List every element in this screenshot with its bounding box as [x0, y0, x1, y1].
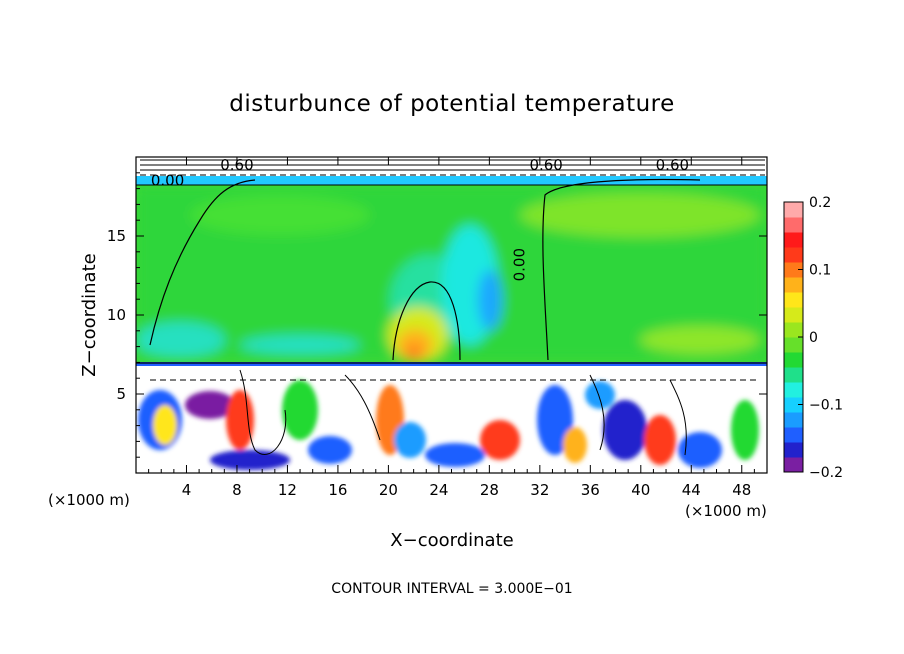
- x-unit-right: (×1000 m): [685, 502, 767, 520]
- colorbar-segment: [784, 247, 803, 263]
- colorbar-tick-label: −0.1: [809, 398, 843, 414]
- x-tick-label: 12: [278, 481, 297, 499]
- x-unit-left: (×1000 m): [48, 491, 130, 509]
- x-tick-label: 16: [328, 481, 347, 499]
- colorbar-segment: [784, 352, 803, 368]
- y-axis-title: Z−coordinate: [79, 253, 100, 376]
- colorbar-segment: [784, 457, 803, 473]
- colorbar-segment: [784, 442, 803, 458]
- colorbar-segment: [784, 397, 803, 413]
- colorbar-segment: [784, 277, 803, 293]
- colorbar-segment: [784, 337, 803, 353]
- colorbar-segment: [784, 217, 803, 233]
- x-tick-label: 20: [379, 481, 398, 499]
- contour-label: 0.00: [151, 172, 184, 190]
- colorbar-segment: [784, 262, 803, 278]
- colorbar-segment: [784, 292, 803, 308]
- colorbar-tick-label: −0.2: [809, 465, 843, 481]
- x-tick-label: 36: [581, 481, 600, 499]
- y-tick-label: 15: [107, 227, 126, 245]
- colorbar: [783, 201, 804, 473]
- colorbar-segment: [784, 307, 803, 323]
- contour-label: 0.00: [511, 248, 529, 281]
- y-tick-label: 10: [107, 306, 126, 324]
- chart-title: disturbunce of potential temperature: [229, 91, 675, 117]
- x-tick-label: 24: [429, 481, 448, 499]
- x-tick-label: 44: [682, 481, 701, 499]
- heatmap-field: [136, 157, 767, 473]
- contour-interval-label: CONTOUR INTERVAL = 3.000E−01: [331, 581, 572, 597]
- x-tick-label: 8: [232, 481, 242, 499]
- x-tick-label: 48: [732, 481, 751, 499]
- colorbar-tick-label: 0.2: [809, 195, 831, 211]
- colorbar-segment: [784, 427, 803, 443]
- colorbar-tick-label: 0.1: [809, 263, 831, 279]
- colorbar-segment: [784, 232, 803, 248]
- colorbar-segment: [784, 202, 803, 218]
- x-tick-label: 40: [631, 481, 650, 499]
- contour-label: 0.60: [656, 156, 689, 174]
- colorbar-segment: [784, 412, 803, 428]
- colorbar-segment: [784, 382, 803, 398]
- x-axis-ticks: 4 8 12 16 20 24 28 32 36 40 44 48: [148, 157, 755, 499]
- x-axis-title: X−coordinate: [390, 530, 513, 551]
- y-axis-ticks: 5 10 15: [107, 172, 767, 458]
- y-tick-label: 5: [116, 385, 126, 403]
- x-tick-label: 4: [182, 481, 192, 499]
- x-tick-label: 28: [480, 481, 499, 499]
- colorbar-segment: [784, 322, 803, 338]
- contour-labels: 0.000.000.60 0.60 0.60: [151, 156, 689, 282]
- colorbar-segment: [784, 367, 803, 383]
- colorbar-ticks: 0.2 0.1 0 −0.1 −0.2: [798, 195, 843, 481]
- x-tick-label: 32: [530, 481, 549, 499]
- contour-label: 0.60: [529, 156, 562, 174]
- colorbar-tick-label: 0: [809, 330, 818, 346]
